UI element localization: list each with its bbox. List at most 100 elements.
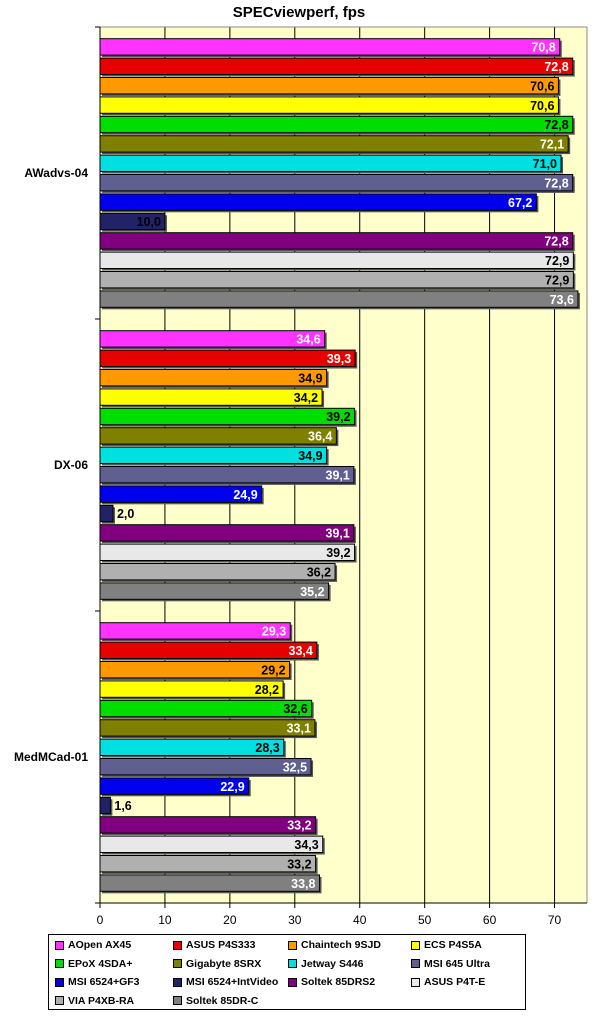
bar	[99, 193, 537, 211]
legend-swatch	[55, 996, 64, 1005]
x-tick-label: 70	[548, 913, 562, 927]
data-label: 36,4	[308, 430, 332, 444]
bar	[99, 835, 324, 853]
bar	[99, 796, 111, 815]
bar	[99, 738, 285, 756]
legend-item: MSI 6524+GF3	[55, 975, 173, 989]
x-tick-label: 50	[418, 913, 432, 927]
legend-item: AOpen AX45	[55, 938, 173, 952]
bar	[99, 427, 337, 445]
bar	[99, 661, 291, 679]
legend-label: ASUS P4T-E	[424, 976, 486, 988]
data-label: 34,2	[294, 391, 318, 405]
data-label: 33,4	[289, 644, 313, 658]
category-label: DX-06	[54, 458, 88, 472]
bar	[99, 524, 355, 542]
legend-label: Soltek 85DRS2	[301, 976, 376, 988]
bar	[99, 758, 312, 776]
legend-item: MSI 645 Ultra	[411, 957, 529, 971]
data-label: 39,1	[326, 468, 350, 482]
legend-swatch	[55, 940, 64, 950]
data-label: 33,1	[287, 722, 311, 736]
data-label: 1,6	[114, 799, 131, 813]
legend-item: Gigabyte 8SRX	[173, 957, 288, 971]
legend-label: Soltek 85DR-C	[186, 994, 259, 1007]
bar	[99, 38, 561, 56]
legend-swatch	[173, 959, 182, 968]
legend-swatch	[55, 959, 64, 968]
bar	[99, 251, 574, 270]
legend-item: Chaintech 9SJD	[288, 938, 411, 952]
legend-label: ASUS P4S333	[186, 939, 256, 951]
bar	[99, 135, 569, 153]
x-tick-label: 40	[353, 913, 367, 927]
legend-label: VIA P4XB-RA	[68, 994, 135, 1007]
data-label: 35,2	[300, 585, 324, 599]
bar	[99, 466, 355, 484]
legend-item: Jetway S446	[288, 957, 411, 971]
category-label: MedMCad-01	[14, 750, 88, 764]
legend-label: Chaintech 9SJD	[301, 939, 381, 951]
data-label: 70,8	[531, 41, 555, 55]
data-label: 34,9	[298, 371, 322, 385]
data-label: 33,2	[287, 819, 311, 833]
category-label: AWadvs-04	[24, 166, 88, 180]
bar	[99, 622, 291, 640]
bar	[99, 485, 263, 503]
data-label: 28,3	[255, 741, 279, 755]
legend-label: AOpen AX45	[68, 939, 132, 951]
legend-swatch	[288, 959, 297, 968]
bar	[99, 290, 579, 308]
legend-swatch	[411, 977, 420, 987]
data-label: 34,9	[298, 449, 322, 463]
x-tick-label: 30	[288, 913, 302, 927]
legend-item: EPoX 4SDA+	[55, 957, 173, 971]
bar	[99, 330, 326, 348]
bar	[99, 504, 114, 523]
bar	[99, 777, 250, 795]
chart-plot: 0 10 20 30 40 50 60 70 70,8 72,8 70,6 70,6 72,8 72,1 7…	[14, 26, 588, 927]
bar	[99, 77, 559, 95]
bar	[99, 543, 356, 561]
data-label: 34,3	[294, 838, 318, 852]
bar	[99, 855, 317, 873]
legend-swatch	[55, 977, 64, 987]
data-label: 70,6	[530, 79, 554, 93]
data-label: 22,9	[220, 780, 244, 794]
bar	[99, 369, 328, 387]
legend-swatch	[288, 977, 297, 987]
bar	[99, 154, 562, 173]
legend-item: MSI 6524+IntVideo	[173, 975, 288, 989]
bar	[99, 349, 356, 368]
data-label: 72,8	[544, 60, 568, 74]
legend-item: VIA P4XB-RA	[55, 994, 173, 1008]
x-tick-label: 60	[483, 913, 497, 927]
data-label: 33,2	[287, 857, 311, 871]
legend-item: ECS P4S5A	[411, 938, 529, 952]
legend-label: MSI 6524+GF3	[68, 976, 140, 988]
bar	[99, 582, 330, 600]
data-label: 29,2	[261, 663, 285, 677]
data-label: 71,0	[533, 157, 557, 171]
data-label: 33,8	[291, 877, 315, 891]
data-label: 29,3	[262, 625, 286, 639]
data-label: 10,0	[137, 215, 161, 229]
bar	[99, 680, 284, 698]
bar	[99, 271, 574, 289]
legend-swatch	[173, 996, 182, 1005]
data-label: 72,8	[544, 118, 568, 132]
bar	[99, 407, 356, 426]
legend-label: EPoX 4SDA+	[68, 957, 133, 970]
legend-swatch	[173, 940, 182, 950]
legend-swatch	[411, 959, 420, 968]
legend-label: MSI 645 Ultra	[424, 957, 490, 970]
legend-item: Soltek 85DR-C	[173, 994, 288, 1008]
bar	[99, 641, 318, 659]
data-label: 39,1	[326, 527, 350, 541]
legend-swatch	[411, 940, 420, 950]
data-label: 72,1	[540, 138, 564, 152]
legend-item: ASUS P4S333	[173, 938, 288, 952]
legend-item: ASUS P4T-E	[411, 975, 529, 989]
bar	[99, 446, 328, 465]
bar	[99, 232, 574, 250]
